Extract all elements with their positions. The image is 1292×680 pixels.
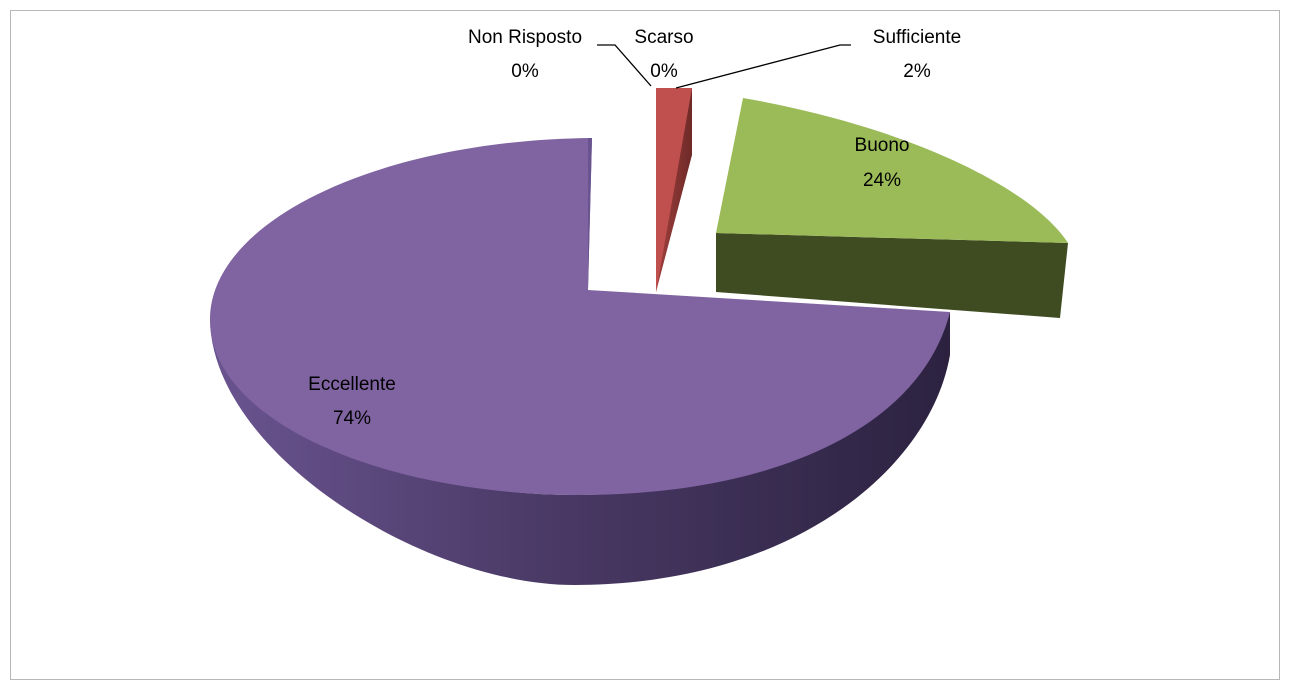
label-eccellente-name: Eccellente xyxy=(308,374,396,395)
leader-line-non-risposto xyxy=(597,44,652,87)
label-eccellente-value: 74% xyxy=(333,408,371,429)
leader-line-sufficiente xyxy=(675,44,851,89)
label-scarso-name: Scarso xyxy=(634,27,693,48)
label-sufficiente-name: Sufficiente xyxy=(873,27,961,48)
slice-eccellente-side xyxy=(210,312,950,585)
slice-buono xyxy=(716,98,1068,318)
slice-buono-front xyxy=(716,233,1068,318)
label-non-risposto-name: Non Risposto xyxy=(468,27,582,48)
slice-sufficiente-top xyxy=(656,88,692,292)
slice-buono-top xyxy=(716,98,1068,243)
pie-slices xyxy=(209,88,1068,585)
leader-lines xyxy=(597,44,851,89)
label-non-risposto-value: 0% xyxy=(511,61,539,82)
slice-eccellente xyxy=(209,138,950,585)
slice-sufficiente xyxy=(656,88,692,292)
label-sufficiente-value: 2% xyxy=(903,61,931,82)
slice-eccellente-top xyxy=(209,138,950,495)
label-scarso-value: 0% xyxy=(650,61,678,82)
label-buono-value: 24% xyxy=(863,170,901,191)
slice-eccellente-edge xyxy=(588,138,592,290)
label-buono-name: Buono xyxy=(855,135,910,156)
